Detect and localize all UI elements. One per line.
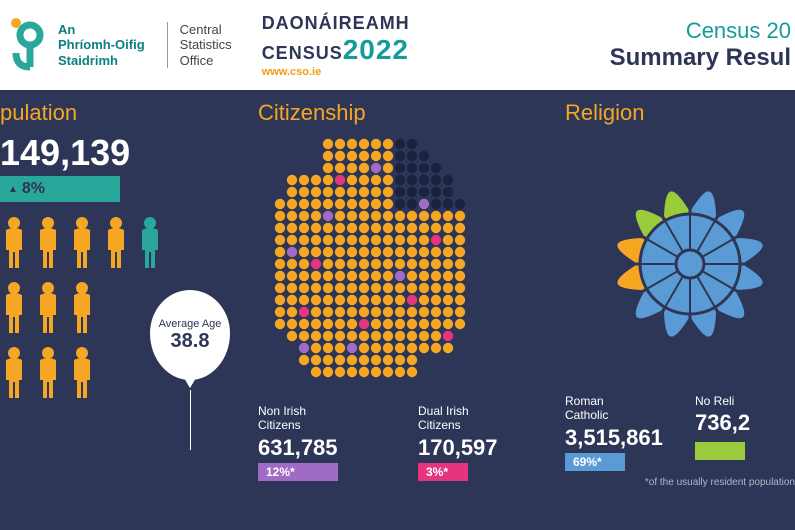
dual-irish-value: 170,597 <box>418 435 548 461</box>
person-icon <box>68 281 96 335</box>
religion-section: Religion RomanCatholic 3,515,861 69%* No… <box>565 100 795 488</box>
citizenship-stats: Non IrishCitizens 631,785 12%* Dual Iris… <box>258 404 548 481</box>
footnote: *of the usually resident population <box>565 477 795 488</box>
person-icon <box>68 346 96 400</box>
ireland-dot-map <box>258 134 548 404</box>
ireland-map-icon <box>258 134 528 394</box>
org-name-english: Central Statistics Office <box>167 22 232 69</box>
person-icon <box>0 281 28 335</box>
person-icon <box>102 216 130 270</box>
person-icon <box>0 346 28 400</box>
cso-mark-icon <box>8 17 48 73</box>
person-icon <box>136 216 164 270</box>
rose-window <box>565 134 795 394</box>
person-icon <box>0 216 28 270</box>
no-religion-value: 736,2 <box>695 410 795 436</box>
cso-logo: An Phríomh-Oifig Staidrimh Central Stati… <box>0 17 232 73</box>
non-irish-value: 631,785 <box>258 435 388 461</box>
stat-catholic: RomanCatholic 3,515,861 69%* <box>565 394 665 471</box>
census-logo: DAONÁIREAMH CENSUS2022 www.cso.ie <box>262 13 410 78</box>
citizenship-section: Citizenship Non IrishCitizens 631,785 12… <box>258 100 548 481</box>
population-pct-bar: 8% <box>0 176 120 202</box>
stat-dual-irish: Dual IrishCitizens 170,597 3%* <box>418 404 548 481</box>
rose-window-icon <box>570 154 790 374</box>
content: pulation 149,139 8% Average Age 38.8 Cit… <box>0 90 795 530</box>
stat-non-irish: Non IrishCitizens 631,785 12%* <box>258 404 388 481</box>
person-icon <box>34 216 62 270</box>
header-title: Census 20 Summary Resul <box>610 18 795 72</box>
non-irish-bar: 12%* <box>258 463 338 481</box>
person-icon <box>34 346 62 400</box>
header: An Phríomh-Oifig Staidrimh Central Stati… <box>0 0 795 90</box>
average-age-value: 38.8 <box>171 330 210 353</box>
religion-stats: RomanCatholic 3,515,861 69%* No Reli 736… <box>565 394 795 471</box>
no-religion-bar <box>695 442 745 460</box>
stat-no-religion: No Reli 736,2 <box>695 394 795 471</box>
catholic-bar: 69%* <box>565 453 625 471</box>
catholic-value: 3,515,861 <box>565 425 665 451</box>
population-title: pulation <box>0 100 240 126</box>
org-name-irish: An Phríomh-Oifig Staidrimh <box>58 22 145 69</box>
population-number: 149,139 <box>0 132 240 174</box>
average-age-balloon: Average Age 38.8 <box>150 290 230 450</box>
person-icon <box>34 281 62 335</box>
population-section: pulation 149,139 8% Average Age 38.8 <box>0 100 240 405</box>
dual-irish-bar: 3%* <box>418 463 468 481</box>
person-icon <box>68 216 96 270</box>
citizenship-title: Citizenship <box>258 100 548 126</box>
religion-title: Religion <box>565 100 795 126</box>
